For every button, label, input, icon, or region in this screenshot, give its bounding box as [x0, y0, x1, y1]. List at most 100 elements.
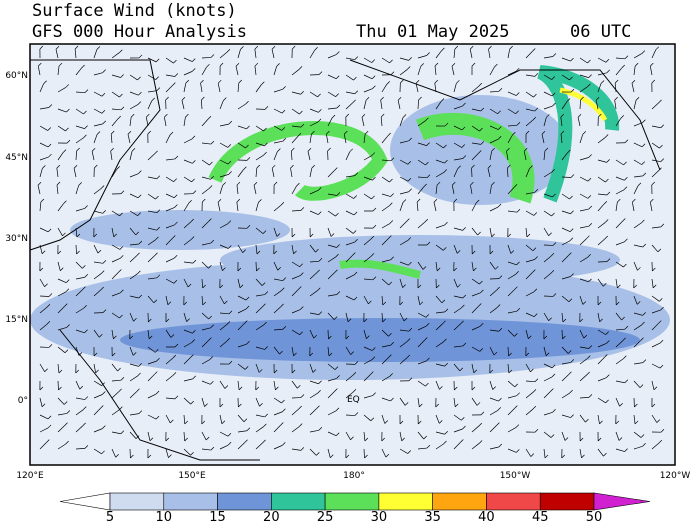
barb [47, 127, 52, 131]
barb [237, 363, 246, 370]
barb [561, 454, 565, 459]
barb [328, 352, 333, 357]
barb [271, 49, 275, 59]
barb [191, 135, 196, 140]
barb [399, 301, 404, 306]
barb [491, 147, 495, 152]
barb [489, 369, 494, 374]
barb [380, 113, 385, 118]
colorbar-segment [539, 492, 595, 511]
barb [651, 403, 656, 408]
barb [489, 206, 499, 212]
barb [66, 410, 71, 414]
barb [84, 89, 89, 93]
barb [552, 293, 557, 297]
barb [381, 193, 391, 197]
barb [561, 312, 564, 322]
barb [219, 414, 223, 424]
barb [191, 339, 196, 343]
barb [246, 157, 251, 161]
barb [93, 49, 98, 59]
colorbar-segment [163, 492, 218, 511]
barb [343, 134, 347, 144]
barb [201, 159, 210, 166]
barb [75, 227, 78, 237]
barb [75, 289, 83, 297]
barb [514, 286, 518, 290]
barb [397, 100, 401, 110]
barb [453, 198, 458, 203]
barb [138, 410, 143, 414]
barb [39, 386, 44, 391]
barb [603, 283, 607, 287]
barb [201, 420, 206, 425]
barb [615, 340, 623, 348]
barb [129, 210, 138, 216]
barb [543, 312, 549, 321]
barb [217, 83, 221, 93]
barb [173, 59, 177, 64]
barb [569, 389, 573, 394]
barb [174, 221, 178, 226]
barb [137, 76, 141, 81]
barb [236, 202, 239, 212]
barb [210, 176, 214, 180]
barb [614, 100, 617, 110]
barb [651, 309, 661, 314]
barb [57, 87, 66, 93]
barb [282, 86, 286, 90]
barb [273, 181, 278, 186]
barb [183, 71, 193, 76]
barb [650, 62, 654, 67]
barb [83, 134, 87, 139]
barb [100, 286, 104, 291]
barb [101, 110, 106, 114]
barb [651, 323, 659, 331]
barb [75, 137, 84, 144]
barb [145, 117, 149, 127]
lon-label: 120°W [660, 471, 691, 481]
barb [453, 397, 456, 407]
barb [264, 291, 269, 295]
barb [208, 264, 212, 269]
barb [245, 305, 250, 310]
barb [138, 91, 142, 96]
barb [169, 131, 174, 136]
barb [617, 198, 621, 203]
colorbar-segment [109, 492, 165, 511]
barb [471, 363, 475, 373]
barb [111, 363, 118, 372]
barb [345, 392, 354, 399]
barb [326, 130, 330, 135]
barb [168, 454, 172, 458]
barb [370, 371, 374, 375]
coastline [29, 59, 161, 251]
barb [93, 210, 103, 214]
barb [354, 172, 359, 176]
barb [363, 134, 366, 144]
barb [381, 259, 391, 263]
barb [352, 371, 357, 376]
barb [57, 291, 67, 297]
barb [493, 351, 498, 356]
barb [453, 363, 461, 372]
barb [183, 448, 191, 456]
barb [516, 208, 521, 213]
barb [299, 331, 303, 335]
barb [192, 329, 196, 334]
barb [618, 437, 623, 441]
barb [120, 74, 124, 78]
barb [273, 204, 282, 212]
barb [561, 362, 571, 365]
barb [390, 71, 395, 76]
barb [101, 92, 106, 97]
barb [417, 261, 424, 270]
barb [190, 451, 194, 456]
barb [129, 346, 134, 356]
barb [111, 391, 119, 399]
barb [651, 102, 659, 110]
barb [364, 130, 369, 135]
barb [507, 329, 515, 337]
barb [334, 388, 338, 392]
barb [39, 323, 48, 331]
